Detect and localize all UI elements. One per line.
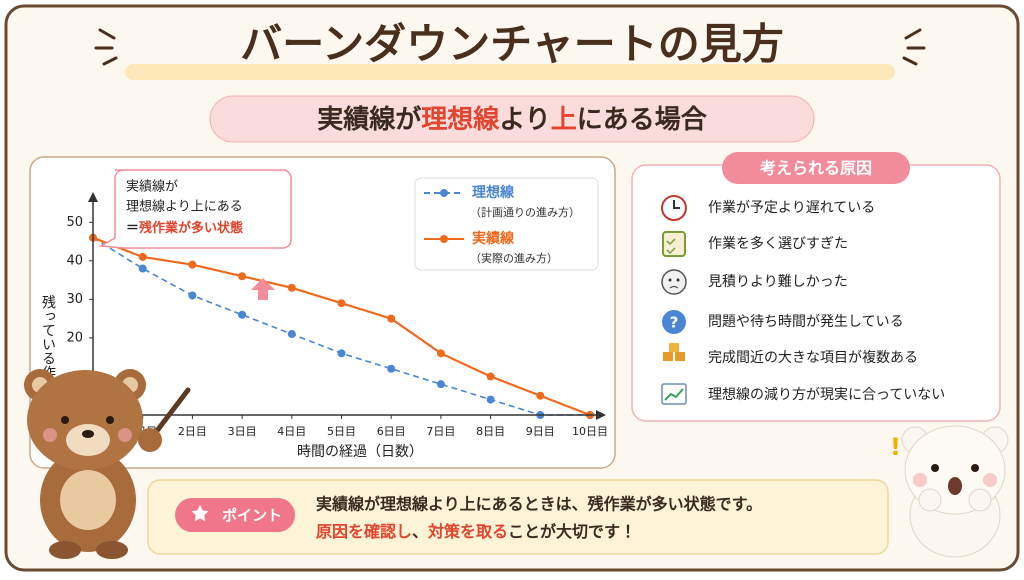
svg-text:!: !: [890, 433, 901, 461]
cause-item: 作業を多く選びすぎた: [708, 236, 848, 252]
cause-icons: ?: [661, 195, 687, 405]
point-box: [147, 479, 889, 555]
data-point: [486, 395, 495, 404]
y-axis-arrow: [88, 192, 98, 202]
data-point: [536, 391, 545, 400]
x-tick-label: 7日目: [426, 425, 455, 438]
data-point: [387, 364, 396, 373]
callout-line: 理想線より上にある: [126, 199, 243, 215]
callout-line: 実績線が: [126, 179, 178, 195]
callout-line: ＝残作業が多い状態: [126, 220, 243, 236]
y-tick-label: 20: [66, 330, 83, 345]
svg-text:?: ?: [670, 314, 679, 332]
white-bear: !: [890, 425, 1009, 558]
x-tick-label: 10日目: [572, 425, 608, 438]
data-point: [188, 260, 197, 269]
data-point: [287, 330, 296, 339]
y-tick-label: 40: [66, 253, 83, 268]
title: バーンダウンチャートの見方: [240, 20, 783, 69]
data-point: [387, 314, 396, 323]
cause-item: 理想線の減り方が現実に合っていない: [708, 386, 945, 403]
legend-label: 理想線: [472, 184, 515, 201]
data-point: [238, 310, 247, 319]
callout-prefix: ＝: [126, 221, 139, 236]
x-tick-label: 5日目: [327, 425, 356, 438]
point-line: 原因を確認し、対策を取ることが大切です！: [316, 522, 636, 541]
data-point: [287, 283, 296, 292]
legend-description: （計画通りの進み方）: [470, 205, 580, 219]
x-tick-label: 8日目: [476, 425, 505, 438]
causes-title-pill: [722, 152, 910, 184]
star-icon: [191, 505, 209, 522]
x-tick-label: 6日目: [377, 425, 406, 438]
subtitle-part: 理想線: [421, 105, 500, 135]
point-line: 実績線が理想線より上にあるときは、残作業が多い状態です。: [316, 495, 762, 514]
cause-item: 見積りより難しかった: [708, 274, 848, 290]
x-tick-label: 3日目: [228, 425, 257, 438]
data-point: [337, 299, 346, 308]
x-tick-label: 4日目: [277, 425, 306, 438]
gap-arrow: [251, 278, 275, 300]
point-part: ことが大切です！: [508, 522, 636, 541]
cause-item: 作業が予定より遅れている: [708, 200, 875, 216]
legend-entries: 理想線 （計画通りの進み方） 実績線 （実際の進み方）: [424, 184, 580, 265]
data-point: [337, 349, 346, 358]
y-tick-label: 30: [66, 292, 83, 307]
causes-title: 考えられる原因: [759, 159, 872, 178]
data-point: [188, 291, 197, 300]
subtitle-part: にある場合: [577, 105, 708, 135]
x-axis-arrow: [596, 410, 606, 420]
cause-item: 完成間近の大きな項目が複数ある: [708, 349, 918, 366]
data-point: [436, 349, 445, 358]
legend: [414, 177, 599, 271]
legend-description: （実際の進み方）: [470, 251, 558, 265]
cause-item: 問題や待ち時間が発生している: [708, 314, 904, 330]
data-point: [238, 272, 247, 281]
data-point: [436, 380, 445, 389]
point-part: 原因を確認し: [316, 522, 412, 541]
legend-label: 実績線: [472, 230, 515, 247]
legend-marker: [440, 235, 448, 243]
subtitle-part: より: [499, 105, 550, 135]
title-sparks: [94, 28, 926, 66]
callout-highlight: 残作業が多い状態: [138, 220, 243, 236]
callout: [98, 169, 292, 249]
legend-marker: [440, 189, 448, 197]
brown-bear: [24, 369, 191, 559]
point-part: 、: [412, 522, 428, 541]
subtitle-pill: [209, 95, 815, 143]
subtitle-part: 実績線が: [317, 104, 421, 135]
data-point: [138, 252, 147, 261]
point-badge-label: ポイント: [222, 507, 282, 525]
cause-list: 作業が予定より遅れている作業を多く選びすぎた見積りより難しかった問題や待ち時間が…: [708, 200, 945, 403]
y-tick-label: 50: [66, 215, 83, 230]
x-tick-label: 2日目: [178, 425, 207, 438]
x-tick-label: 9日目: [526, 425, 555, 438]
x-axis-title: 時間の経過（日数）: [297, 444, 423, 460]
title-highlight: [125, 64, 895, 80]
subtitle: 実績線が理想線より上にある場合: [317, 104, 708, 135]
data-point: [138, 264, 147, 273]
subtitle-part: 上: [551, 105, 577, 135]
point-part: 対策を取る: [427, 522, 508, 541]
data-point: [486, 372, 495, 381]
point-badge: [175, 498, 295, 532]
